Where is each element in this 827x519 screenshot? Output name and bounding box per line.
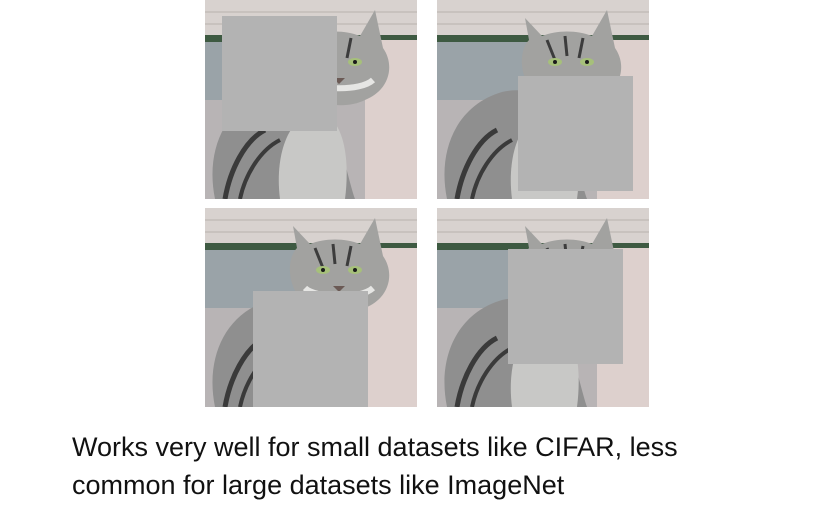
occlusion-patch — [253, 291, 368, 407]
caption-line-1: Works very well for small datasets like … — [72, 432, 678, 462]
occlusion-patch — [518, 76, 633, 191]
cat-photo-top-right — [437, 0, 649, 199]
cat-photo-bottom-left — [205, 208, 417, 407]
caption: Works very well for small datasets like … — [72, 428, 792, 504]
caption-line-2: common for large datasets like ImageNet — [72, 470, 565, 500]
cat-photo-top-left — [205, 0, 417, 199]
occlusion-patch — [222, 16, 337, 131]
occlusion-patch — [508, 249, 623, 364]
cat-photo-bottom-right — [437, 208, 649, 407]
